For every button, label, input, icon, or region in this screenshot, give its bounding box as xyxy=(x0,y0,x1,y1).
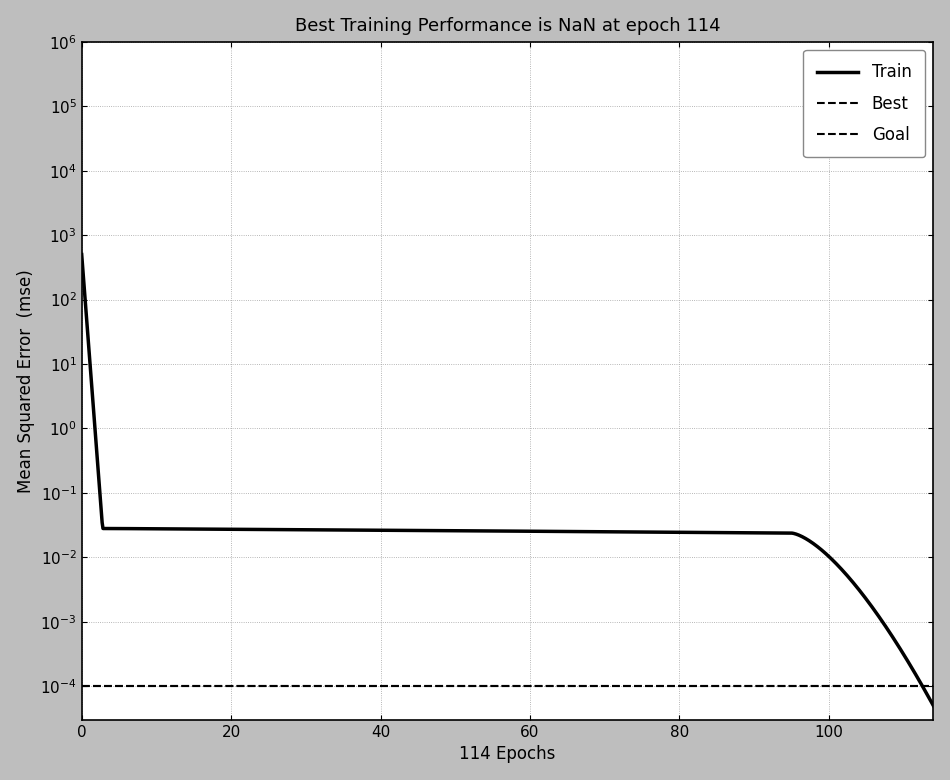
Y-axis label: Mean Squared Error  (mse): Mean Squared Error (mse) xyxy=(17,269,34,493)
Goal xyxy=(84,682,95,691)
Train xyxy=(739,528,750,537)
Legend: Train, Best, Goal: Train, Best, Goal xyxy=(804,50,925,158)
Train xyxy=(828,557,840,566)
Train xyxy=(128,524,140,534)
X-axis label: 114 Epochs: 114 Epochs xyxy=(460,746,556,764)
Train xyxy=(249,525,260,534)
Line: Train: Train xyxy=(82,254,933,706)
Train xyxy=(771,528,783,537)
Train xyxy=(927,701,939,711)
Best xyxy=(84,682,95,691)
Title: Best Training Performance is NaN at epoch 114: Best Training Performance is NaN at epoc… xyxy=(294,16,720,34)
Train xyxy=(76,250,87,259)
Goal xyxy=(76,682,87,691)
Train xyxy=(886,631,898,640)
Best xyxy=(76,682,87,691)
